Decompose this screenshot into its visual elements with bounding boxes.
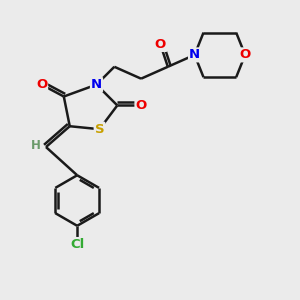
- Text: N: N: [91, 78, 102, 91]
- Text: O: O: [136, 99, 147, 112]
- Text: N: N: [189, 48, 200, 62]
- Text: Cl: Cl: [70, 238, 84, 251]
- Text: O: O: [155, 38, 166, 51]
- Text: S: S: [95, 123, 104, 136]
- Text: H: H: [31, 139, 40, 152]
- Text: O: O: [239, 48, 251, 62]
- Text: O: O: [36, 78, 47, 91]
